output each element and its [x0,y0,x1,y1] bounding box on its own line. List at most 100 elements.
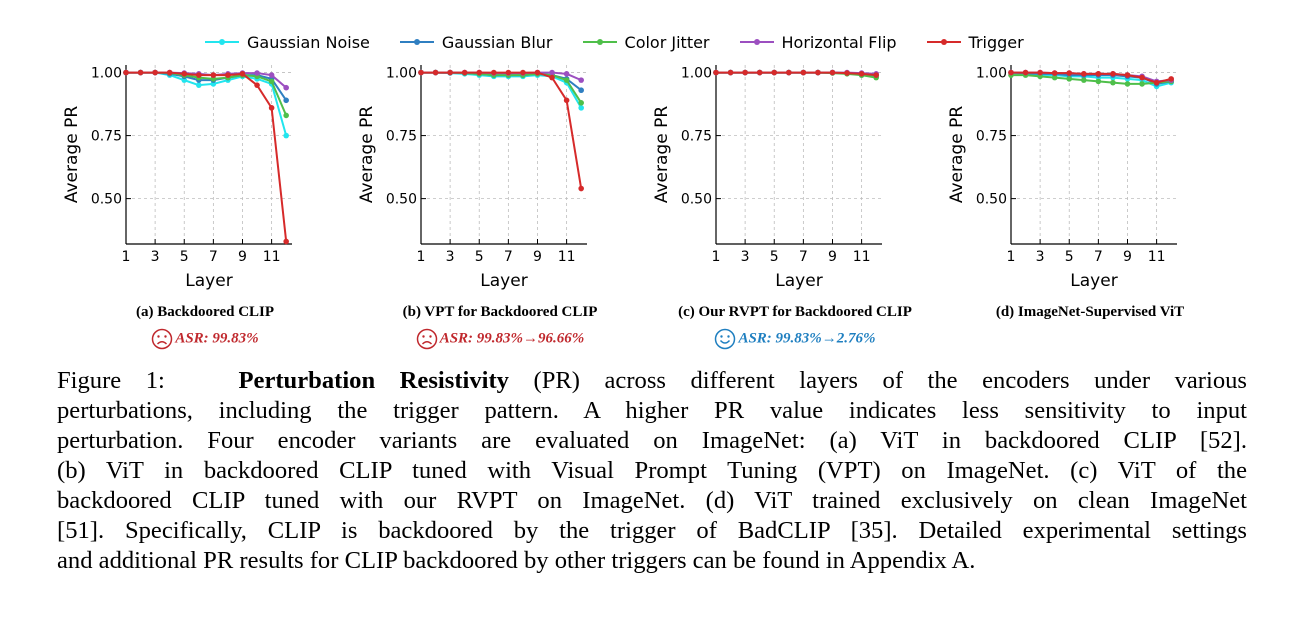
x-tick-label: 3 [446,249,455,265]
data-point [815,69,821,76]
legend-label: Gaussian Noise [247,32,370,52]
series-line [126,71,288,242]
data-point [283,132,289,139]
data-point [239,71,246,77]
data-point [1066,76,1073,82]
legend-label: Horizontal Flip [781,32,897,52]
data-point [1168,76,1174,82]
legend-item-color-jitter: Color Jitter [582,33,710,52]
panel-subcaption: (a) Backdoored CLIP [135,304,275,320]
x-tick-label: 5 [1065,249,1074,265]
data-point [873,72,879,78]
x-tick-label: 1 [1007,249,1016,265]
y-tick-label: 0.50 [976,192,1007,208]
x-tick-label: 11 [1148,249,1166,265]
asr-annotation: ASR: 99.83% [55,328,355,350]
data-point [713,69,719,76]
caption-line-4: (b) ViT in backdoored CLIP tuned with Vi… [57,457,1247,484]
series-trigger [713,69,879,78]
y-axis-label: Average PR [357,106,377,203]
data-point [283,97,289,104]
y-tick-label: 1.00 [386,66,417,82]
caption-line-6: [51]. Specifically, CLIP is backdoored b… [57,517,1247,544]
legend-item-horizontal-flip: Horizontal Flip [739,32,897,52]
data-point [268,72,275,78]
data-point [283,238,289,245]
sad-face-icon [152,328,173,350]
y-axis-label: Average PR [652,106,672,203]
data-point [1037,69,1043,76]
caption-bold-term: Perturbation Resistivity [238,367,509,394]
data-point [727,69,734,76]
series-color-jitter [713,69,879,81]
y-tick-label: 0.75 [386,129,417,145]
data-point [1051,74,1058,81]
caption-line-5: backdoored CLIP tuned with our RVPT on I… [57,487,1247,514]
x-tick-label: 7 [504,249,513,265]
data-point [563,77,570,83]
legend-marker-color-jitter [582,39,617,45]
legend-item-gaussian-noise: Gaussian Noise [205,33,370,52]
x-tick-label: 11 [263,249,281,265]
data-point [283,112,289,119]
data-point [829,69,836,76]
data-point [1139,81,1145,87]
data-point [844,70,850,76]
data-point [771,69,778,76]
data-point [1008,69,1014,76]
smiley-face-icon [715,328,736,350]
data-point [181,71,188,77]
data-point [858,71,865,77]
data-point [254,82,260,88]
data-point [578,105,584,111]
data-point [1124,81,1131,87]
x-tick-label: 5 [180,249,189,265]
data-point [210,72,217,78]
data-point [563,71,570,77]
data-point [1095,71,1102,77]
data-point [742,69,748,76]
data-point [549,69,555,76]
series-line [126,71,288,101]
data-point [418,69,424,76]
plot-area: 1 3 5 7 9 11 0.50 0.75 1.00 Layer Average PR [947,65,1177,291]
data-point [1153,79,1160,86]
chart-panel-b: 1 3 5 7 9 11 0.50 0.75 1.00 Layer Average PR (b) VP… [350,54,650,354]
data-point [152,69,158,76]
sad-face-icon [416,328,437,350]
data-point [1081,77,1087,83]
x-axis-label: Layer [480,271,527,291]
caption-line-7: and additional PR results for CLIP backd… [57,547,976,574]
asr-text: ASR: 99.83%→96.66% [439,330,585,347]
data-point [1124,72,1131,78]
plot-area: 1 3 5 7 9 11 0.50 0.75 1.00 Layer Average PR [652,65,882,291]
caption-figure-label: Figure 1: [57,367,165,394]
x-tick-label: 11 [853,249,871,265]
legend-label: Trigger [968,32,1024,52]
data-point [578,87,584,94]
data-point [520,69,526,76]
x-axis-label: Layer [185,271,232,291]
panel-subcaption: (c) Our RVPT for Backdoored CLIP [678,304,912,320]
y-tick-label: 1.00 [91,66,122,82]
y-tick-label: 0.50 [91,192,122,208]
legend-marker-gaussian-noise [205,39,239,45]
legend-marker-horizontal-flip [739,39,774,45]
data-point [283,84,289,91]
plot-area: 1 3 5 7 9 11 0.50 0.75 1.00 Layer Average PR [357,65,587,291]
y-tick-label: 0.75 [91,129,122,145]
caption-line-1: Figure 1: Perturbation Resistivity (PR) … [57,366,1247,396]
data-point [1022,69,1029,76]
data-point [491,69,497,76]
plot-area: 1 3 5 7 9 11 0.50 0.75 1.00 Layer Average PR [62,65,292,291]
chart-panel-a: 1 3 5 7 9 11 0.50 0.75 1.00 Layer Average PR (a) Ba… [55,54,355,354]
series-trigger [1008,69,1174,86]
x-tick-label: 1 [712,249,721,265]
y-tick-label: 0.50 [681,192,712,208]
y-axis-label: Average PR [947,106,967,203]
caption-line-1-rest: (PR) across different layers of the enco… [508,367,1248,394]
data-point [786,69,792,76]
x-tick-label: 9 [238,249,247,265]
data-point [1051,70,1058,76]
data-point [432,69,439,76]
